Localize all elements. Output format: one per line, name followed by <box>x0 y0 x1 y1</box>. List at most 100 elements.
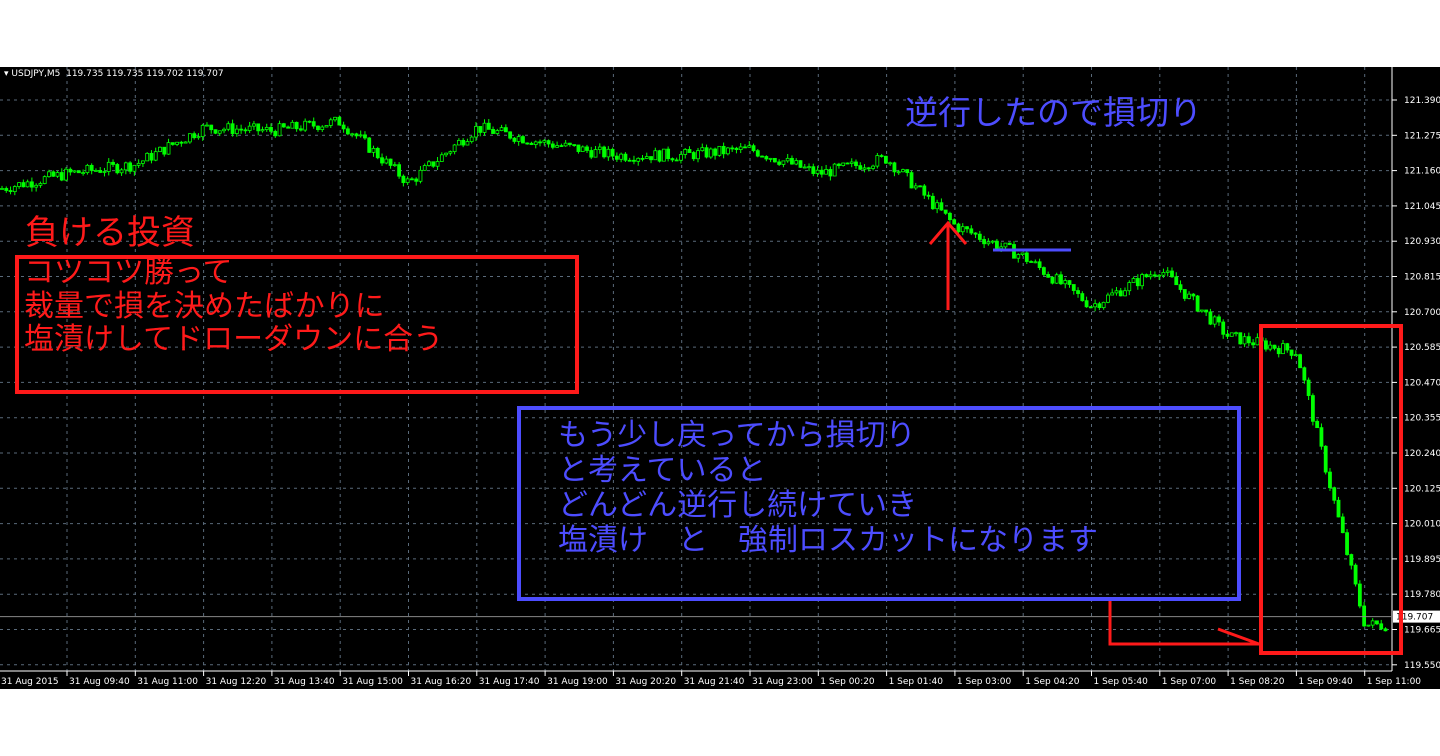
candle-body <box>363 134 367 139</box>
candle-body <box>47 171 51 178</box>
candle-body <box>730 147 735 150</box>
candle-body <box>64 168 68 181</box>
candle-body <box>593 149 598 158</box>
candle-body <box>824 169 829 175</box>
candle-body <box>918 185 922 188</box>
candle-body <box>320 126 325 131</box>
candle-body <box>350 133 355 136</box>
candle-body <box>1191 293 1196 297</box>
candle-body <box>896 171 901 174</box>
y-tick-label: 120.355 <box>1404 414 1440 424</box>
candle-body <box>614 155 619 160</box>
candle-body <box>358 134 363 137</box>
candle-body <box>106 161 111 172</box>
candle-body <box>871 165 875 169</box>
ohlc-label: 119.735 119.735 119.702 119.707 <box>66 69 224 79</box>
candle-body <box>213 129 218 134</box>
candle-body <box>21 182 26 188</box>
candle-body <box>960 226 965 233</box>
blue-annotation-box <box>517 406 1241 601</box>
candle-body <box>269 126 273 132</box>
candle-body <box>85 164 90 174</box>
x-tick-label: 1 Sep 11:00 <box>1367 677 1422 687</box>
symbol-label: USDJPY,M5 <box>11 69 61 79</box>
candle-body <box>136 162 141 166</box>
candle-body <box>149 152 154 161</box>
candle-body <box>687 149 692 153</box>
x-tick-label: 1 Sep 03:00 <box>957 677 1012 687</box>
candle-body <box>294 121 299 130</box>
candle-body <box>491 128 495 134</box>
candle-body <box>755 150 760 157</box>
x-tick-label: 1 Sep 09:40 <box>1298 677 1353 687</box>
candle-body <box>42 176 47 184</box>
candle-body <box>0 188 4 190</box>
candle-body <box>1127 282 1132 292</box>
candle-body <box>713 148 717 156</box>
candle-body <box>68 168 73 173</box>
candle-body <box>328 119 333 126</box>
candle-body <box>298 128 303 131</box>
candle-body <box>1221 321 1226 335</box>
candle-body <box>303 120 308 131</box>
candle-body <box>1054 274 1059 284</box>
candle-body <box>1153 274 1157 277</box>
candle-body <box>76 170 81 174</box>
candle-body <box>982 239 986 245</box>
candle-body <box>427 161 431 166</box>
candle-body <box>939 202 944 211</box>
candle-body <box>683 149 688 155</box>
x-tick-label: 31 Aug 11:00 <box>137 677 198 687</box>
candle-body <box>841 162 846 166</box>
y-tick-label: 121.275 <box>1404 131 1440 141</box>
candle-body <box>290 121 295 129</box>
candle-body <box>521 136 525 144</box>
candle-body <box>234 128 239 134</box>
candle-body <box>653 150 658 161</box>
price-chart[interactable]: 121.390 121.275 121.160 121.045 120.930 120.8… <box>0 67 1440 689</box>
candle-body <box>1063 280 1068 285</box>
x-tick-label: 31 Aug 2015 <box>1 677 59 687</box>
x-tick-label: 1 Sep 01:40 <box>889 677 944 687</box>
candle-body <box>1037 261 1042 268</box>
candle-body <box>1118 290 1123 297</box>
candle-body <box>465 141 470 146</box>
candle-body <box>1234 332 1238 335</box>
candle-body <box>948 212 952 221</box>
candle-body <box>922 185 927 196</box>
candle-body <box>311 121 316 127</box>
candle-body <box>1165 270 1170 273</box>
y-tick-label: 120.240 <box>1404 449 1440 459</box>
candle-body <box>999 246 1004 250</box>
candle-body <box>1336 499 1341 518</box>
candle-body <box>499 127 504 131</box>
x-tick-label: 1 Sep 00:20 <box>820 677 875 687</box>
candle-body <box>230 123 235 134</box>
candle-body <box>1174 276 1179 286</box>
candle-body <box>448 151 453 154</box>
y-tick-label: 119.550 <box>1404 661 1440 671</box>
candle-body <box>38 183 43 186</box>
candle-body <box>1041 267 1046 275</box>
candle-body <box>845 162 850 165</box>
candle-body <box>482 122 487 133</box>
candle-body <box>909 172 914 189</box>
candle-body <box>1383 628 1388 632</box>
candle-body <box>1268 344 1273 350</box>
candle-body <box>644 156 649 159</box>
candle-body <box>597 146 602 150</box>
candle-body <box>200 124 205 138</box>
candle-body <box>316 125 320 131</box>
candle-body <box>158 146 162 153</box>
candle-body <box>1080 293 1085 302</box>
candle-body <box>72 170 77 173</box>
y-tick-label: 120.930 <box>1404 237 1440 247</box>
candle-body <box>743 146 747 149</box>
candle-body <box>632 159 636 162</box>
candle-body <box>572 144 577 146</box>
candle-body <box>166 142 171 155</box>
candle-body <box>1195 295 1200 312</box>
candle-body <box>585 146 589 151</box>
candle-body <box>990 240 995 243</box>
candle-body <box>1302 367 1307 381</box>
